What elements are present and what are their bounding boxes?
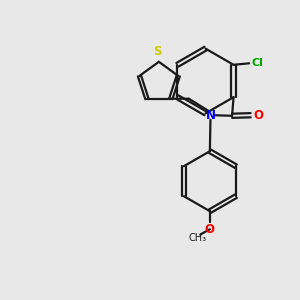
Text: CH₃: CH₃ — [188, 232, 206, 243]
Text: O: O — [205, 223, 215, 236]
Text: Cl: Cl — [252, 58, 263, 68]
Text: S: S — [153, 45, 162, 58]
Text: O: O — [253, 109, 263, 122]
Text: N: N — [206, 109, 215, 122]
